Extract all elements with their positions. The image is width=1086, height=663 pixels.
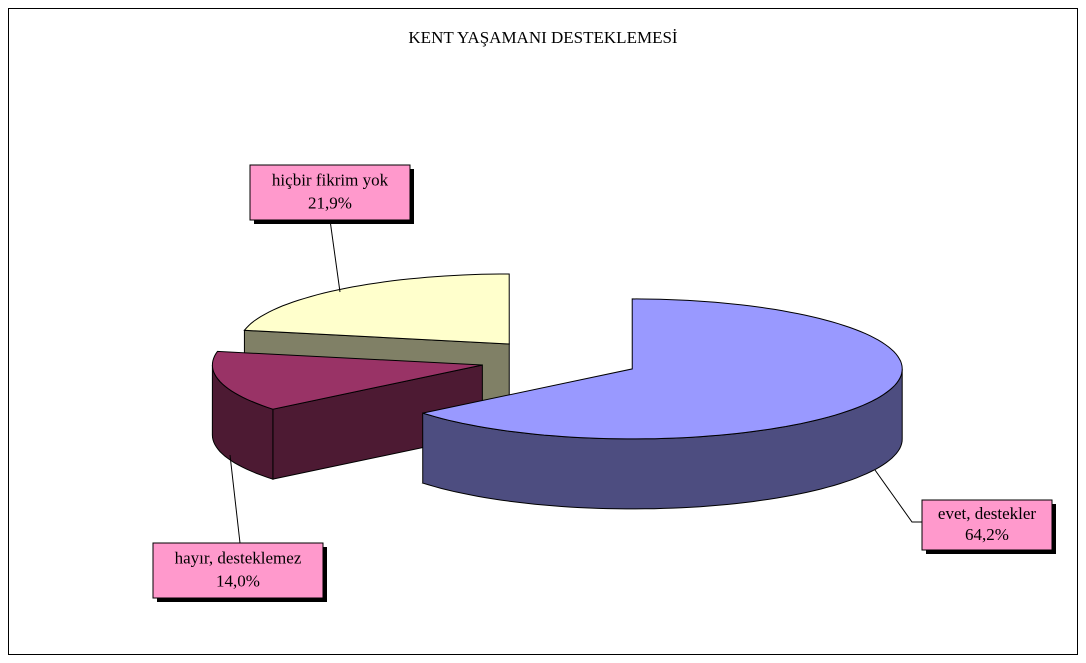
label-category: hiçbir fikrim yok xyxy=(272,170,389,189)
label-category: hayır, desteklemez xyxy=(175,548,302,567)
pie xyxy=(211,273,903,510)
label-box xyxy=(921,499,1053,551)
labels: evet, destekler 64,2% hayır, desteklemez 14… xyxy=(152,164,1056,602)
slice xyxy=(422,298,903,440)
label-category: evet, destekler xyxy=(938,504,1037,523)
label-box xyxy=(249,164,411,221)
slice xyxy=(211,350,483,410)
leader-line xyxy=(329,219,341,293)
label-box xyxy=(152,542,324,599)
slice xyxy=(243,273,510,345)
label-value: 64,2% xyxy=(965,525,1009,544)
leader-line xyxy=(874,469,922,523)
chart-title: KENT YAŞAMANI DESTEKLEMESİ xyxy=(408,28,678,47)
label-value: 21,9% xyxy=(308,194,352,213)
label-value: 14,0% xyxy=(216,572,260,591)
leader-line xyxy=(229,454,241,544)
